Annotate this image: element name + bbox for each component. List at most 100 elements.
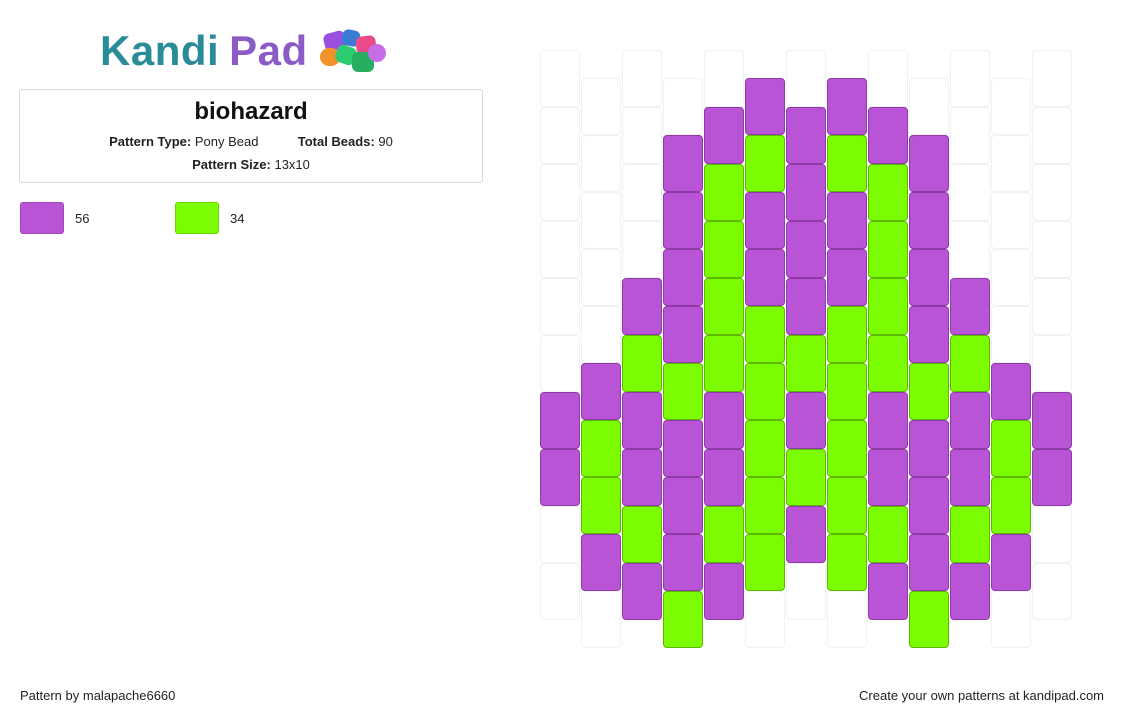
- pattern-info-box: biohazard Pattern Type: Pony Bead Total …: [19, 89, 483, 183]
- bead: [991, 420, 1031, 477]
- bead: [1032, 449, 1072, 506]
- kandi-pad-logo[interactable]: Kandi Pad: [100, 26, 396, 76]
- bead: [909, 591, 949, 648]
- empty-bead-cell: [1032, 107, 1072, 164]
- bead: [704, 164, 744, 221]
- bead: [909, 363, 949, 420]
- empty-bead-cell: [622, 164, 662, 221]
- bead: [786, 164, 826, 221]
- bead-pattern-grid: [540, 50, 1072, 650]
- empty-bead-cell: [581, 306, 621, 363]
- bead: [745, 477, 785, 534]
- bead: [786, 506, 826, 563]
- total-beads-value: 90: [378, 134, 393, 149]
- empty-bead-cell: [1032, 221, 1072, 278]
- bead: [663, 363, 703, 420]
- empty-bead-cell: [1032, 278, 1072, 335]
- beads-logo-icon: [316, 26, 396, 76]
- bead: [786, 221, 826, 278]
- bead: [745, 363, 785, 420]
- empty-bead-cell: [622, 221, 662, 278]
- logo-word-pad: Pad: [229, 27, 308, 74]
- empty-bead-cell: [1032, 164, 1072, 221]
- bead: [704, 221, 744, 278]
- pattern-author[interactable]: Pattern by malapache6660: [20, 688, 176, 703]
- bead: [950, 335, 990, 392]
- empty-bead-cell: [540, 221, 580, 278]
- empty-bead-cell: [909, 78, 949, 135]
- bead: [909, 534, 949, 591]
- bead: [704, 563, 744, 620]
- empty-bead-cell: [540, 335, 580, 392]
- bead: [909, 306, 949, 363]
- bead: [622, 335, 662, 392]
- empty-bead-cell: [540, 278, 580, 335]
- empty-bead-cell: [540, 563, 580, 620]
- empty-bead-cell: [991, 591, 1031, 648]
- empty-bead-cell: [704, 50, 744, 107]
- empty-bead-cell: [581, 135, 621, 192]
- bead: [1032, 392, 1072, 449]
- bead: [704, 335, 744, 392]
- pattern-meta-row: Pattern Type: Pony Bead Total Beads: 90: [20, 134, 482, 149]
- bead: [622, 506, 662, 563]
- bead: [540, 392, 580, 449]
- bead: [827, 420, 867, 477]
- bead: [827, 249, 867, 306]
- empty-bead-cell: [1032, 335, 1072, 392]
- bead: [950, 506, 990, 563]
- empty-bead-cell: [991, 135, 1031, 192]
- empty-bead-cell: [581, 192, 621, 249]
- bead: [827, 477, 867, 534]
- logo-text: Kandi Pad: [100, 30, 308, 72]
- bead: [827, 306, 867, 363]
- bead: [909, 192, 949, 249]
- kandipad-promo-link[interactable]: Create your own patterns at kandipad.com: [859, 688, 1104, 703]
- empty-bead-cell: [745, 591, 785, 648]
- bead: [909, 420, 949, 477]
- bead: [827, 135, 867, 192]
- empty-bead-cell: [663, 78, 703, 135]
- color-count: 56: [75, 210, 90, 226]
- bead: [950, 278, 990, 335]
- bead: [991, 363, 1031, 420]
- pattern-size-value: 13x10: [274, 157, 310, 172]
- logo-word-kandi: Kandi: [100, 27, 220, 74]
- bead: [991, 534, 1031, 591]
- pattern-type-value: Pony Bead: [194, 134, 259, 149]
- empty-bead-cell: [1032, 506, 1072, 563]
- empty-bead-cell: [581, 591, 621, 648]
- bead: [786, 107, 826, 164]
- bead: [745, 534, 785, 591]
- empty-bead-cell: [991, 249, 1031, 306]
- empty-bead-cell: [581, 78, 621, 135]
- color-legend: 56 34: [20, 202, 330, 234]
- bead: [991, 477, 1031, 534]
- empty-bead-cell: [1032, 563, 1072, 620]
- color-swatch: [20, 202, 64, 234]
- bead: [786, 335, 826, 392]
- total-beads-label: Total Beads:: [297, 134, 375, 149]
- bead: [868, 164, 908, 221]
- bead: [868, 107, 908, 164]
- empty-bead-cell: [581, 249, 621, 306]
- bead: [663, 306, 703, 363]
- bead: [827, 78, 867, 135]
- legend-item: 56: [20, 202, 175, 234]
- bead: [704, 506, 744, 563]
- empty-bead-cell: [622, 107, 662, 164]
- bead: [663, 192, 703, 249]
- empty-bead-cell: [540, 107, 580, 164]
- bead: [786, 449, 826, 506]
- empty-bead-cell: [1032, 50, 1072, 107]
- bead: [663, 591, 703, 648]
- pattern-type-label: Pattern Type:: [109, 134, 192, 149]
- color-count: 34: [230, 210, 245, 226]
- empty-bead-cell: [991, 78, 1031, 135]
- bead: [868, 335, 908, 392]
- bead: [909, 249, 949, 306]
- empty-bead-cell: [540, 164, 580, 221]
- bead: [745, 78, 785, 135]
- bead: [827, 534, 867, 591]
- bead: [622, 449, 662, 506]
